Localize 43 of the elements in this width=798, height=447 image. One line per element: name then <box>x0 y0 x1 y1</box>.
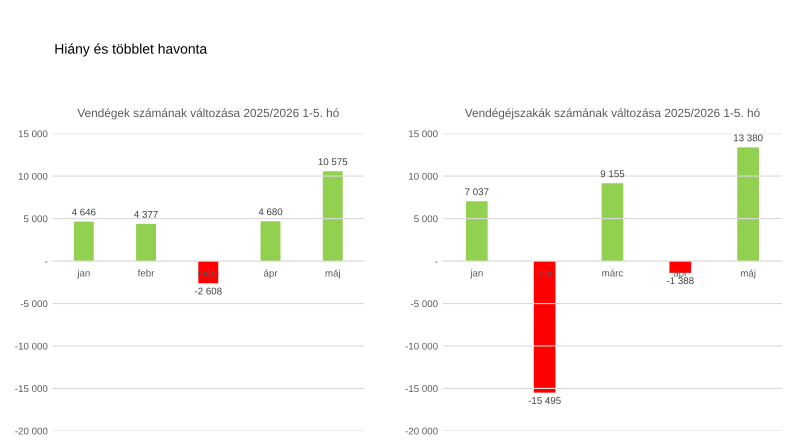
y-tick-label: -10 000 <box>15 342 48 350</box>
chart-title: Vendégéjszakák számának változása 2025/2026 1-5. hó <box>464 108 760 120</box>
x-tick-label: febr <box>536 269 553 277</box>
bar <box>534 261 556 393</box>
bar <box>136 224 156 262</box>
bar <box>466 201 488 262</box>
y-tick-label: 15 000 <box>409 130 438 138</box>
y-tick-label: -5 000 <box>20 300 48 308</box>
x-tick-label: máj <box>326 269 340 279</box>
x-tick-label: febr <box>138 269 154 277</box>
data-label: -15 495 <box>528 397 561 404</box>
data-label: -2 608 <box>194 288 222 295</box>
x-tick-label: máj <box>740 269 756 279</box>
y-tick-label: -20 000 <box>15 428 48 435</box>
y-tick-label: -10 000 <box>405 342 438 350</box>
data-label: 13 380 <box>734 134 763 142</box>
chart-title: Vendégek számának változása 2025/2026 1-5. hó <box>77 108 339 120</box>
x-tick-label: jan <box>470 269 483 278</box>
y-tick-label: -5 000 <box>410 300 438 308</box>
data-label: 4 680 <box>258 208 282 216</box>
data-label: 10 575 <box>318 158 348 166</box>
bar <box>602 183 624 262</box>
y-tick-label: -15 000 <box>405 385 438 392</box>
y-tick-label: -20 000 <box>405 428 438 435</box>
bar <box>737 147 759 262</box>
data-label: -1 388 <box>666 277 694 284</box>
text: Hiány és többlet havonta <box>55 43 208 57</box>
y-tick-label: 10 000 <box>18 172 48 180</box>
x-tick-label: márc <box>602 269 624 277</box>
x-tick-label: ápr <box>264 269 278 279</box>
bar <box>322 171 343 262</box>
y-tick-label: 10 000 <box>409 172 438 180</box>
data-label: 4 377 <box>134 210 158 218</box>
x-tick-label: jan <box>77 269 90 278</box>
y-tick-label: 5 000 <box>24 215 48 222</box>
data-label: 9 155 <box>600 170 624 178</box>
y-tick-label: 15 000 <box>18 130 48 138</box>
bar <box>260 221 280 262</box>
y-tick-label: 5 000 <box>414 215 438 222</box>
bar <box>74 222 94 262</box>
data-label: 7 037 <box>465 188 488 196</box>
data-label: 4 646 <box>72 208 96 216</box>
y-tick-label: -15 000 <box>15 385 48 392</box>
